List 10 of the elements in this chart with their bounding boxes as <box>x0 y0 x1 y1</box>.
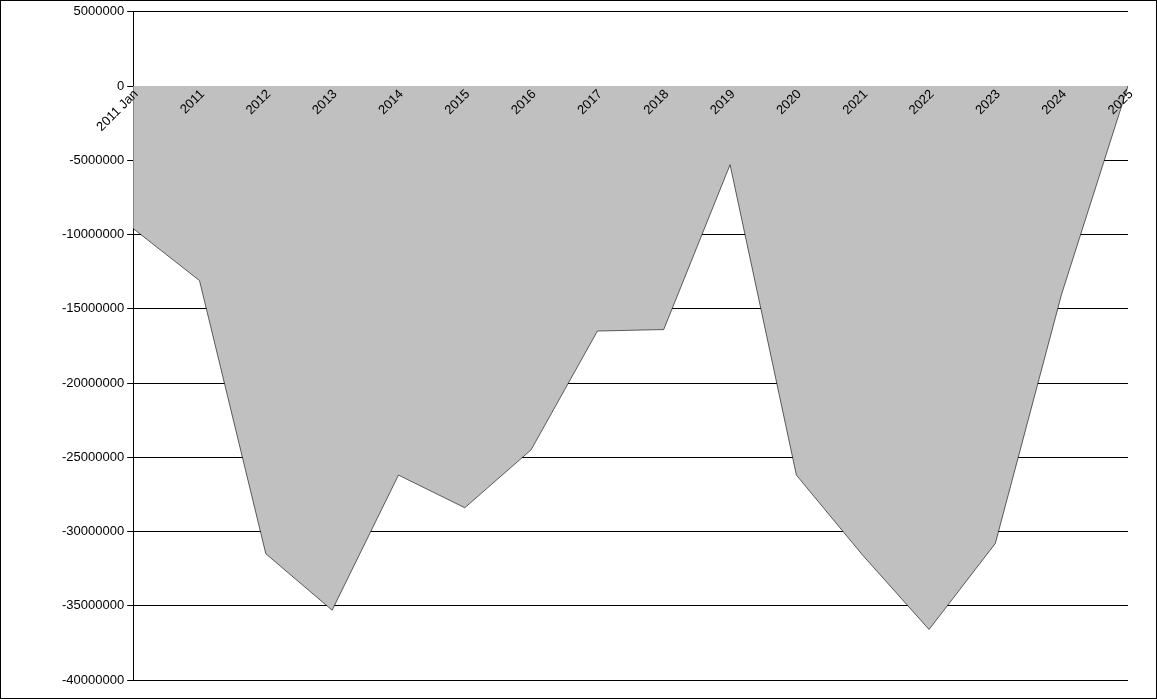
y-tick-label: -25000000 <box>62 448 125 464</box>
y-tick-label: -20000000 <box>62 374 125 390</box>
y-tick-label: -15000000 <box>62 300 125 316</box>
y-tick-label: -40000000 <box>62 671 125 687</box>
y-tick-label: -10000000 <box>62 226 125 242</box>
y-tick-label: -30000000 <box>62 523 125 539</box>
y-tick-label: -5000000 <box>69 151 125 167</box>
y-tick-label: 0 <box>116 77 125 93</box>
y-tick-label: 5000000 <box>73 3 125 19</box>
y-tick-label: -35000000 <box>62 597 125 613</box>
